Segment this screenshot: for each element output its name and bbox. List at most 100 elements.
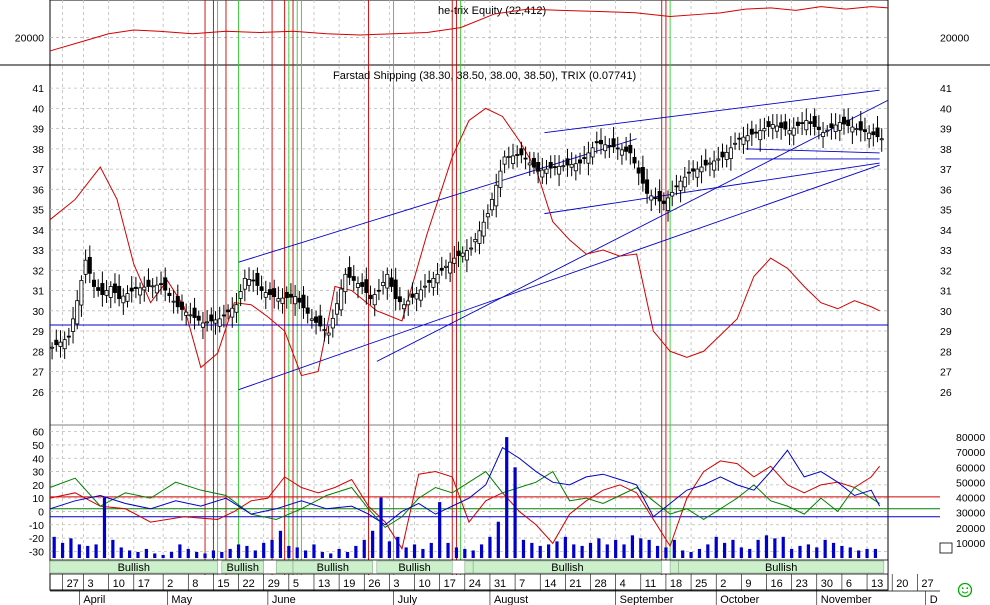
candle-body bbox=[783, 121, 788, 130]
volume-tick-label: 10000 bbox=[956, 538, 985, 550]
candle-body bbox=[335, 303, 340, 315]
candle-body bbox=[795, 121, 800, 126]
candle-body bbox=[611, 138, 616, 148]
month-label: October bbox=[720, 594, 759, 605]
volume-bar bbox=[245, 545, 249, 558]
candle-body bbox=[519, 148, 524, 156]
candle-body bbox=[774, 125, 779, 132]
trend-band-label: Bullish bbox=[317, 562, 349, 574]
candle-body bbox=[209, 314, 214, 322]
candle-body bbox=[267, 289, 272, 295]
candle-body bbox=[410, 293, 415, 298]
volume-bar bbox=[387, 541, 391, 558]
volume-bar bbox=[345, 551, 350, 558]
candle-body bbox=[347, 267, 352, 278]
volume-bar bbox=[630, 535, 635, 558]
trend-band-label: Bullish bbox=[765, 562, 797, 574]
candle-body bbox=[108, 286, 113, 298]
candle-body bbox=[875, 127, 880, 138]
volume-bar bbox=[379, 497, 383, 558]
smiley-icon[interactable] bbox=[957, 582, 973, 598]
equity-line bbox=[49, 6, 889, 52]
candle-body bbox=[498, 170, 503, 188]
day-label: 10 bbox=[419, 578, 431, 590]
volume-bar bbox=[111, 539, 115, 558]
candle-body bbox=[548, 161, 553, 169]
candle-body bbox=[770, 124, 775, 129]
y-tick-label: 30 bbox=[32, 467, 44, 479]
candle-body bbox=[305, 307, 310, 314]
candle-body bbox=[351, 276, 356, 281]
volume-bar bbox=[337, 548, 341, 558]
volume-bar bbox=[873, 548, 878, 558]
volume-bar bbox=[806, 544, 810, 558]
candle-body bbox=[686, 171, 691, 174]
candle-body bbox=[196, 315, 201, 321]
volume-bar bbox=[781, 536, 785, 558]
trend-band-label: Bullish bbox=[398, 562, 430, 574]
candle-body bbox=[879, 138, 884, 141]
candle-body bbox=[469, 247, 474, 250]
candle-body bbox=[376, 289, 381, 292]
candle-body bbox=[251, 279, 256, 282]
y-tick-label: 32 bbox=[32, 265, 44, 277]
candle-body bbox=[385, 273, 390, 289]
candle-body bbox=[297, 297, 302, 303]
month-label: April bbox=[83, 594, 105, 605]
volume-bar bbox=[454, 547, 459, 558]
trend-band-label: Bullish bbox=[551, 562, 583, 574]
date-axis: 27 3 10 17 2 8 15 22 29 5 13 19 26 3 10 17 24 31 7 14 21 28 4 1… bbox=[50, 574, 940, 605]
candle-body bbox=[66, 335, 71, 338]
volume-bar bbox=[236, 544, 241, 558]
y-tick-label: 20000 bbox=[15, 32, 44, 44]
candle-body bbox=[163, 277, 168, 291]
candle-body bbox=[703, 159, 708, 166]
indicator-line bbox=[49, 446, 881, 526]
day-label: 11 bbox=[645, 578, 656, 590]
volume-bar bbox=[94, 544, 98, 558]
volume-bar bbox=[438, 502, 442, 558]
candle-body bbox=[414, 293, 419, 300]
volume-bar bbox=[412, 544, 417, 558]
volume-bar bbox=[655, 545, 660, 558]
candle-body bbox=[192, 307, 197, 318]
candle-body bbox=[234, 304, 239, 313]
volume-bar bbox=[144, 548, 148, 558]
candle-body bbox=[636, 167, 641, 174]
candle-body bbox=[464, 250, 469, 261]
volume-bar bbox=[622, 544, 626, 558]
candle-body bbox=[418, 289, 423, 301]
y-tick-label: 26 bbox=[32, 387, 44, 399]
volume-bar bbox=[278, 530, 283, 558]
volume-bar bbox=[463, 548, 467, 558]
month-label: May bbox=[171, 594, 192, 605]
volume-bar bbox=[404, 547, 408, 558]
candle-body bbox=[179, 301, 184, 310]
candle-body bbox=[293, 296, 298, 305]
candle-body bbox=[276, 298, 281, 302]
volume-bar bbox=[136, 551, 140, 558]
candle-body bbox=[661, 200, 666, 204]
candle-body bbox=[184, 311, 189, 316]
signal-lines bbox=[204, 0, 671, 575]
volume-bar bbox=[580, 545, 584, 558]
candle-body bbox=[758, 130, 763, 141]
y-tick-label: 41 bbox=[32, 83, 44, 95]
candle-body bbox=[510, 155, 515, 164]
candle-body bbox=[71, 318, 76, 332]
candle-body bbox=[381, 282, 386, 286]
trend-band-row: Bullish Bullish Bullish Bullish Bullish Bulli… bbox=[49, 559, 889, 575]
volume-bar bbox=[739, 547, 743, 558]
indicator-panel bbox=[49, 437, 953, 558]
candle-body bbox=[272, 288, 277, 298]
day-label: 29 bbox=[268, 578, 280, 590]
day-label: 24 bbox=[469, 578, 481, 590]
volume-bar bbox=[287, 545, 291, 558]
candle-body bbox=[766, 121, 771, 127]
volume-bar bbox=[748, 548, 752, 558]
volume-bar bbox=[371, 530, 375, 558]
volume-bar bbox=[697, 548, 702, 558]
candle-body bbox=[54, 339, 59, 346]
y-tick-label-right: 33 bbox=[940, 245, 952, 257]
